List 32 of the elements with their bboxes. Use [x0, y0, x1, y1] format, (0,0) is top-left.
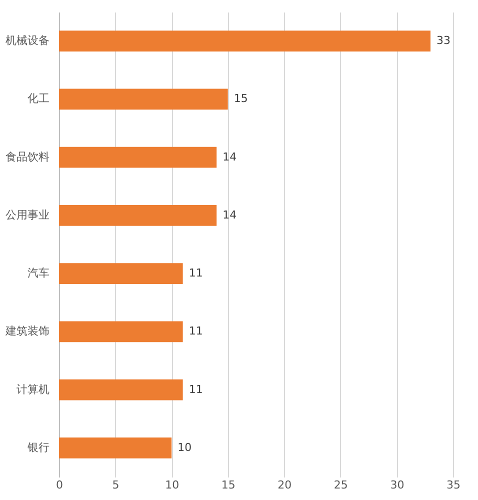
bar: [59, 379, 183, 400]
bar: [59, 88, 228, 110]
y-tick-label: 银行: [26, 440, 50, 454]
y-tick-label: 机械设备: [6, 34, 50, 48]
data-label: 15: [234, 92, 248, 106]
bar: [59, 30, 430, 52]
bar: [59, 204, 217, 226]
bar: [59, 321, 183, 342]
bar: [59, 146, 217, 168]
y-tick-label: 化工: [28, 92, 50, 106]
y-tick-label: 汽车: [28, 266, 50, 280]
data-label: 11: [188, 266, 203, 280]
x-tick-label: 30: [390, 478, 404, 492]
x-tick-label: 0: [56, 478, 63, 492]
data-label: 33: [436, 34, 450, 48]
x-tick-label: 35: [446, 478, 460, 492]
x-tick-label: 15: [221, 478, 236, 492]
data-label: 11: [188, 324, 203, 338]
x-tick-label: 20: [278, 478, 292, 492]
data-label: 14: [222, 208, 237, 222]
y-tick-label: 计算机: [16, 382, 50, 396]
y-tick-label: 建筑装饰: [4, 324, 50, 338]
bar: [59, 263, 183, 284]
y-tick-label: 食品饮料: [6, 150, 50, 164]
data-label: 10: [178, 440, 192, 454]
data-label: 11: [188, 382, 203, 396]
x-tick-label: 25: [334, 478, 348, 492]
y-tick-label: 公用事业: [6, 208, 50, 222]
data-label: 14: [222, 150, 237, 164]
bar: [59, 437, 172, 458]
x-tick-label: 10: [165, 478, 180, 492]
x-tick-label: 5: [112, 478, 120, 492]
